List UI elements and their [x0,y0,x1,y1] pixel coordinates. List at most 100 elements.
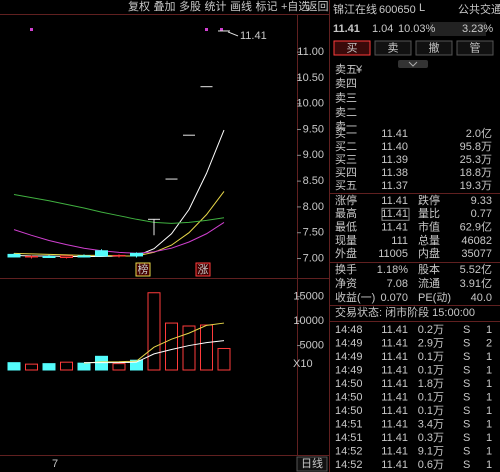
stat-label: 最低 [335,221,357,234]
y-tick-label: 5000 [300,339,324,351]
stat-value: 40.0 [471,292,492,304]
stat-label: 总量 [418,233,440,247]
stat-label: 最高 [335,206,357,220]
volume-bar [42,363,56,371]
arrow [227,31,239,37]
collapse-tab[interactable] [398,60,428,68]
bid-price: 11.37 [381,180,408,192]
stat-value: 5.52亿 [460,263,492,276]
sector-box [430,22,486,36]
change-pct: 10.03% [398,23,436,35]
trade-price: 11.41 [381,391,408,403]
stat-label: 换手 [335,262,357,276]
button-frame[interactable] [374,40,412,56]
toolbar-button[interactable]: +自选 [281,0,309,13]
y-tick-label: 15000 [293,291,324,303]
volume-bar [147,292,161,371]
candle-body [42,255,56,258]
y-tick-label: 10000 [293,315,324,327]
stat-label: 收益(一) [335,290,375,304]
stat-label: 内盘 [418,246,440,260]
stat-value: 0.77 [471,208,492,220]
trade-price: 11.41 [381,364,408,376]
toolbar-button[interactable]: 叠加 [154,0,176,13]
trade-count: 1 [486,324,492,336]
trade-price: 11.41 [381,459,408,471]
volume-bar [217,347,231,371]
trade-price: 11.41 [381,337,408,349]
stat-label: 股本 [418,262,440,276]
volume-bar [182,325,196,371]
trade-count: 1 [486,405,492,417]
trade-side: S [463,351,470,363]
candle-body [7,253,21,258]
toolbar-button[interactable]: 返回 [307,0,329,13]
trade-price: 11.41 [381,324,408,336]
trade-side: S [463,364,470,376]
period-box[interactable] [296,456,328,472]
marker-box [195,262,211,277]
toolbar-button[interactable]: 画线 [230,0,252,13]
collapse-arrow [408,61,418,67]
button[interactable]: 管 [470,40,481,54]
ask-label: 卖二 [335,106,357,119]
trade-side: S [463,459,470,471]
toolbar-button[interactable]: 多股 [179,0,201,13]
toolbar-button[interactable]: 标记 [256,0,278,13]
trade-volume: 0.6万 [418,459,444,471]
marker-box [135,262,151,277]
candle-body [95,250,108,257]
stat-value: 11.41 [381,222,408,234]
bid-volume: 18.8万 [460,167,492,179]
trade-price: 11.41 [381,418,408,430]
marker: 涨 [198,263,209,276]
button-frame[interactable] [333,40,371,56]
button-frame[interactable] [456,40,494,56]
volume-bar [7,362,21,371]
trade-count: 1 [486,364,492,376]
trade-time: 14:49 [335,364,363,376]
toolbar-button[interactable]: 复权 [128,0,150,13]
bid-volume: 25.3万 [460,154,492,166]
highlight [381,207,410,221]
trade-side: S [463,405,470,417]
button[interactable]: 撤 [429,40,440,54]
trade-count: 2 [486,337,492,349]
y-tick-label: 10.50 [296,72,324,84]
trade-time: 14:50 [335,405,363,417]
stat-value: 11.41 [381,195,408,207]
stat-value: 46082 [461,235,492,247]
volume-ma [84,340,225,364]
trade-time: 14:51 [335,418,363,430]
bid-label: 买四 [335,166,357,179]
candle-body [130,252,143,257]
trade-volume: 0.1万 [418,391,444,403]
stat-value: 9.33 [471,195,492,207]
stock-name: 锦江在线 [333,2,377,16]
trade-status: 交易状态: 闭市阶段 15:00:00 [335,305,475,319]
trade-time: 14:48 [335,324,363,336]
candle-body [112,254,126,257]
period[interactable]: 日线 [301,456,323,470]
flag: L [419,2,425,14]
stat-label: 跌停 [418,193,440,207]
trade-side: S [463,324,470,336]
trade-time: 14:51 [335,432,363,444]
button-frame[interactable] [415,40,453,56]
ma-line [13,194,225,224]
trade-price: 11.41 [381,445,408,457]
dot [220,28,223,31]
toolbar-button[interactable]: 统计 [205,0,227,13]
button[interactable]: 买 [347,41,358,54]
ask-label: 卖三 [335,92,357,105]
button[interactable]: 卖 [388,41,399,54]
trade-volume: 9.1万 [418,445,444,457]
trade-count: 1 [486,445,492,457]
sector-change: 3.23% [462,23,493,35]
stat-value: 62.9亿 [460,221,492,234]
stat-label: 市值 [418,220,440,234]
volume-ma [83,322,225,364]
y-tick-label: 7.50 [303,227,324,239]
volume-bar [77,362,91,371]
